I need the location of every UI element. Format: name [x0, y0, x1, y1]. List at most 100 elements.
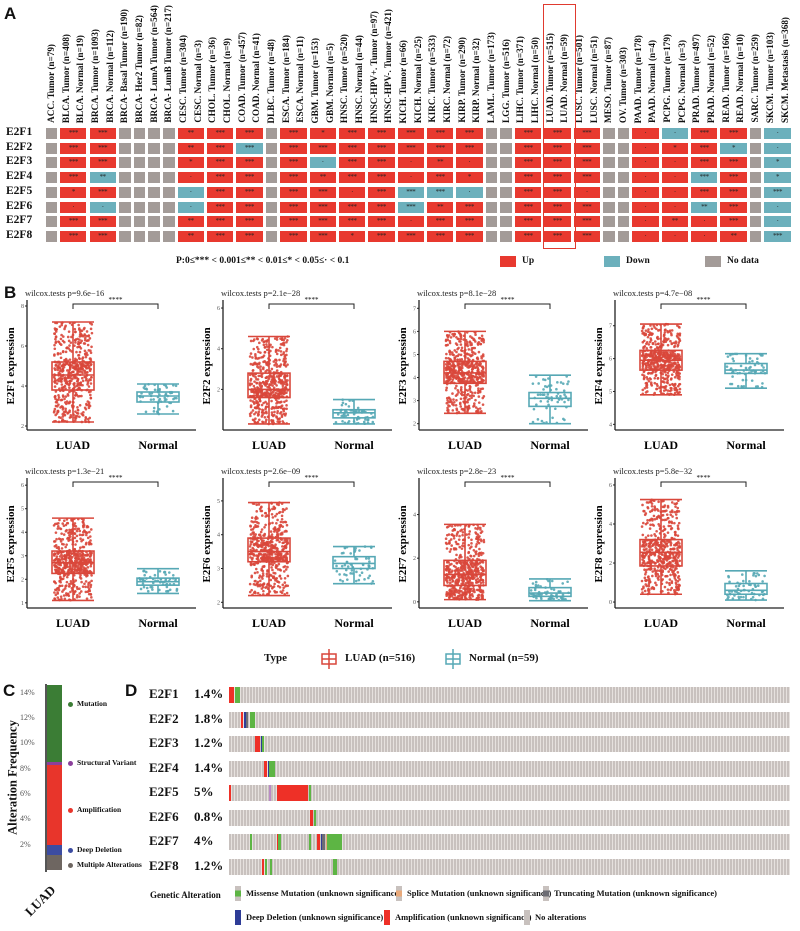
data-point: [256, 517, 259, 520]
data-point: [279, 353, 283, 357]
data-point: [57, 545, 60, 549]
data-point: [669, 510, 672, 514]
heatmap-cell: [162, 230, 175, 242]
data-point: [448, 550, 452, 553]
data-point: [476, 536, 480, 540]
heatmap-cell: ***: [573, 142, 600, 154]
data-point: [175, 587, 179, 591]
data-point: [678, 355, 682, 358]
heatmap-cell: ·: [764, 201, 791, 213]
column-header: BRCA- LumB Tumor (n=217): [163, 5, 174, 123]
data-point: [647, 366, 651, 369]
data-point: [260, 505, 263, 509]
data-point: [277, 558, 280, 561]
data-point: [472, 404, 476, 407]
data-point: [650, 355, 653, 358]
data-point: [262, 589, 265, 593]
data-point: [254, 567, 258, 571]
data-point: [669, 513, 673, 517]
data-point: [641, 503, 644, 507]
data-point: [285, 407, 288, 411]
data-point: [334, 421, 338, 424]
data-point: [455, 553, 458, 557]
data-point: [676, 534, 680, 537]
heatmap-cell: ·: [661, 230, 688, 242]
data-point: [663, 504, 667, 507]
data-point: [641, 388, 645, 392]
data-point: [285, 404, 288, 407]
data-point: [451, 378, 455, 381]
data-point: [651, 370, 655, 374]
column-header: HNSC. Tumor (n=520): [339, 33, 350, 123]
data-point: [661, 380, 664, 383]
data-point: [53, 368, 57, 371]
data-point: [465, 533, 469, 536]
data-point: [657, 509, 660, 512]
data-point: [74, 366, 77, 370]
data-point: [364, 557, 368, 560]
data-point: [467, 532, 471, 536]
data-point: [338, 573, 341, 576]
data-point: [456, 358, 459, 361]
data-point: [264, 376, 268, 380]
data-point: [71, 568, 74, 571]
data-point: [460, 393, 464, 397]
data-point: [59, 379, 63, 383]
y-tick-label: 2: [413, 556, 416, 562]
data-point: [668, 581, 671, 585]
data-point: [474, 406, 478, 409]
data-point: [258, 584, 262, 588]
data-point: [72, 382, 75, 386]
data-point: [662, 525, 666, 528]
data-point: [654, 373, 658, 377]
heatmap-cell: ***: [338, 201, 366, 213]
data-point: [87, 592, 91, 596]
data-point: [282, 392, 285, 396]
data-point: [62, 533, 66, 536]
data-point: [273, 526, 277, 529]
data-point: [54, 400, 58, 404]
data-point: [66, 592, 70, 596]
data-point: [343, 546, 347, 550]
data-point: [271, 345, 274, 349]
data-point: [663, 518, 666, 522]
data-point: [646, 518, 649, 522]
data-point: [669, 568, 672, 571]
data-point: [282, 570, 286, 573]
data-point: [163, 396, 167, 400]
heatmap-cell: [148, 201, 160, 213]
data-point: [259, 351, 262, 354]
data-point: [677, 554, 681, 557]
data-point: [335, 564, 338, 568]
y-tick-label: 6: [21, 344, 24, 350]
column-header: LIHC. Normal (n=50): [530, 36, 541, 123]
data-point: [478, 587, 482, 590]
data-point: [249, 339, 253, 343]
data-point: [80, 580, 83, 584]
data-point: [346, 578, 349, 581]
data-point: [678, 578, 681, 581]
data-point: [283, 336, 287, 340]
row-label-e2f5: E2F5: [6, 184, 33, 197]
data-point: [68, 344, 71, 347]
data-point: [55, 537, 58, 541]
heatmap-cell: [45, 128, 58, 139]
data-point: [53, 591, 56, 594]
data-point: [71, 366, 75, 369]
data-point: [454, 588, 458, 591]
data-point: [479, 531, 483, 535]
data-point: [654, 340, 657, 343]
data-point: [276, 580, 279, 583]
data-point: [259, 552, 262, 556]
heatmap-cell: [162, 142, 175, 154]
data-point: [656, 351, 660, 355]
data-point: [749, 365, 752, 369]
heatmap-cell: ***: [690, 172, 718, 184]
data-point: [477, 389, 480, 392]
data-point: [54, 328, 57, 332]
data-point: [667, 570, 670, 573]
data-point: [339, 578, 342, 582]
data-point: [277, 364, 281, 368]
data-point: [473, 576, 476, 579]
data-point: [462, 566, 466, 570]
